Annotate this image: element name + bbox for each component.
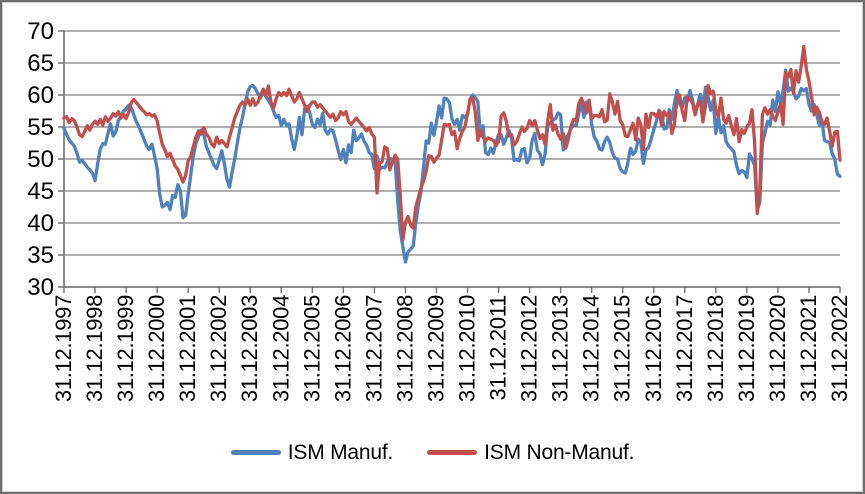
- x-axis-label: 31.12.2003: [237, 295, 262, 402]
- y-axis-label: 35: [27, 242, 54, 269]
- series-line-ism-manuf: [62, 68, 842, 264]
- x-axis-label: 31.12.2008: [392, 295, 417, 402]
- x-axis-label: 31.12.2017: [672, 295, 697, 402]
- x-axis-label: 31.12.2000: [144, 295, 169, 402]
- x-axis-label: 31.12.2007: [361, 295, 386, 402]
- x-axis-label: 31.12.2012: [517, 295, 542, 402]
- legend-label-ism-manuf: ISM Manuf.: [287, 441, 394, 464]
- x-axis-label: 31.12.2022: [827, 295, 852, 402]
- x-axis-label: 31.12.2006: [330, 295, 355, 402]
- legend-item-ism-non-manuf: ISM Non-Manuf.: [427, 442, 634, 463]
- x-axis-label: 31.12.2011: [486, 295, 511, 401]
- x-axis-label: 31.12.2002: [206, 295, 231, 402]
- y-axis-label: 30: [27, 274, 54, 301]
- x-axis-label: 31.12.2019: [734, 295, 759, 402]
- x-axis-label: 31.12.2005: [299, 295, 324, 402]
- x-axis-label: 31.12.2013: [548, 295, 573, 402]
- x-axis-label: 31.12.2001: [175, 295, 200, 402]
- x-axis-label: 31.12.2010: [455, 295, 480, 402]
- chart-legend: ISM Manuf. ISM Non-Manuf.: [2, 442, 863, 463]
- x-axis-label: 31.12.1998: [82, 295, 107, 402]
- x-axis-label: 31.12.2014: [579, 295, 604, 402]
- y-axis-label: 65: [27, 50, 54, 77]
- y-axis-label: 55: [27, 114, 54, 141]
- legend-label-ism-non-manuf: ISM Non-Manuf.: [484, 441, 635, 464]
- x-axis-label: 31.12.1997: [51, 295, 76, 402]
- x-axis-label: 31.12.2015: [610, 295, 635, 402]
- x-axis-label: 31.12.1999: [113, 295, 138, 402]
- x-axis-label: 31.12.2016: [641, 295, 666, 402]
- series-line-ism-non-manuf: [62, 44, 842, 242]
- x-axis-label: 31.12.2009: [423, 295, 448, 402]
- y-axis-label: 40: [27, 210, 54, 237]
- x-axis-label: 31.12.2021: [796, 295, 821, 402]
- y-axis-label: 60: [27, 82, 54, 109]
- x-axis-label: 31.12.2004: [268, 295, 293, 402]
- x-axis-label: 31.12.2018: [703, 295, 728, 402]
- y-axis-label: 50: [27, 146, 54, 173]
- y-axis-label: 70: [27, 18, 54, 45]
- x-axis-label: 31.12.2020: [765, 295, 790, 402]
- legend-item-ism-manuf: ISM Manuf.: [230, 441, 394, 464]
- y-axis-label: 45: [27, 178, 54, 205]
- legend-swatch-ism-non-manuf: [427, 450, 478, 455]
- legend-swatch-ism-manuf: [230, 450, 281, 455]
